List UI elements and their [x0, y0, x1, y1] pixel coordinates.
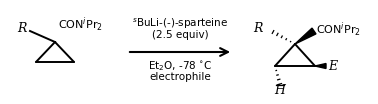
Polygon shape — [315, 64, 326, 69]
Text: R: R — [17, 22, 27, 35]
Text: Et$_2$O, -78 $^{\circ}$C: Et$_2$O, -78 $^{\circ}$C — [148, 59, 212, 73]
Text: (2.5 equiv): (2.5 equiv) — [152, 30, 208, 40]
Text: $^{s}$BuLi-(-)-sparteine: $^{s}$BuLi-(-)-sparteine — [132, 17, 228, 31]
Text: E: E — [328, 59, 337, 72]
Polygon shape — [295, 28, 316, 44]
Text: CON$^i$Pr$_2$: CON$^i$Pr$_2$ — [58, 16, 103, 34]
Text: electrophile: electrophile — [149, 72, 211, 82]
Text: CON$^i$Pr$_2$: CON$^i$Pr$_2$ — [316, 21, 361, 39]
Text: H: H — [274, 84, 285, 97]
Text: R: R — [254, 22, 263, 35]
